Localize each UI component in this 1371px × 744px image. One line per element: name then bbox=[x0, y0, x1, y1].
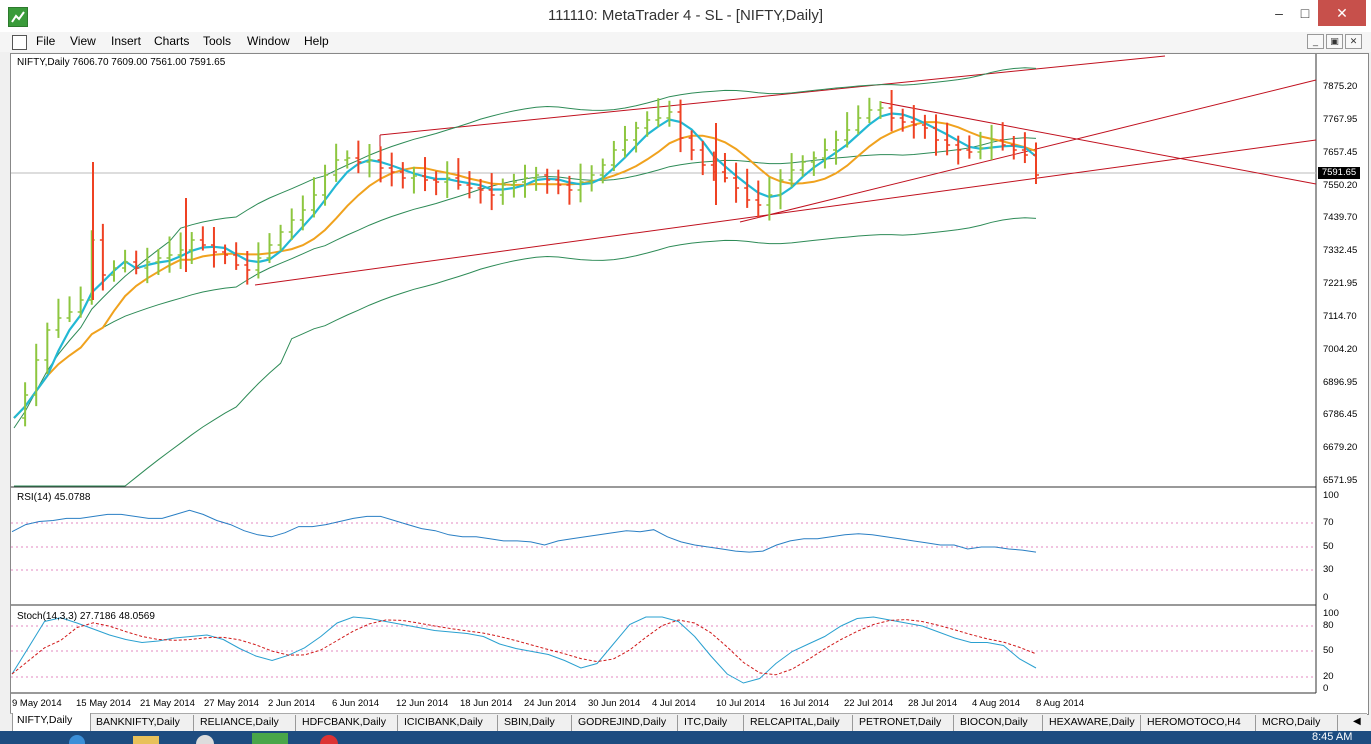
date-tick-label: 12 Jun 2014 bbox=[396, 698, 448, 709]
date-tick-label: 28 Jul 2014 bbox=[908, 698, 957, 709]
chart-tab[interactable]: BANKNIFTY,Daily bbox=[92, 715, 194, 731]
date-tick-label: 21 May 2014 bbox=[140, 698, 195, 709]
price-tick-label: 7114.70 bbox=[1323, 311, 1357, 322]
stoch-tick-label: 0 bbox=[1323, 683, 1328, 694]
chart-tab[interactable]: HEXAWARE,Daily bbox=[1045, 715, 1141, 731]
date-tick-label: 24 Jun 2014 bbox=[524, 698, 576, 709]
price-tick-label: 7332.45 bbox=[1323, 245, 1357, 256]
window-title: 111110: MetaTrader 4 - SL - [NIFTY,Daily… bbox=[0, 7, 1371, 24]
price-tick-label: 7767.95 bbox=[1323, 114, 1357, 125]
system-clock: 8:45 AM bbox=[1312, 731, 1352, 743]
minimize-button[interactable]: ‒ bbox=[1266, 0, 1292, 26]
menu-window[interactable]: Window bbox=[247, 34, 290, 48]
stoch-tick-label: 50 bbox=[1323, 645, 1334, 656]
chart-tab[interactable]: HDFCBANK,Daily bbox=[298, 715, 398, 731]
menu-help[interactable]: Help bbox=[304, 34, 329, 48]
date-tick-label: 2 Jun 2014 bbox=[268, 698, 315, 709]
chart-window-icon[interactable] bbox=[12, 35, 27, 50]
rsi-tick-label: 0 bbox=[1323, 592, 1328, 603]
price-tick-label: 7657.45 bbox=[1323, 147, 1357, 158]
date-tick-label: 18 Jun 2014 bbox=[460, 698, 512, 709]
chart-tab[interactable]: ICICIBANK,Daily bbox=[400, 715, 498, 731]
chart-tab[interactable]: HEROMOTOCO,H4 bbox=[1143, 715, 1256, 731]
mdi-minimize-button[interactable]: _ bbox=[1307, 34, 1324, 49]
media-player-icon[interactable] bbox=[190, 733, 220, 744]
date-tick-label: 4 Aug 2014 bbox=[972, 698, 1020, 709]
chart-tab[interactable]: PETRONET,Daily bbox=[855, 715, 954, 731]
chrome-icon[interactable] bbox=[314, 733, 344, 744]
stoch-tick-label: 100 bbox=[1323, 608, 1339, 619]
date-tick-label: 4 Jul 2014 bbox=[652, 698, 696, 709]
date-tick-label: 22 Jul 2014 bbox=[844, 698, 893, 709]
menu-tools[interactable]: Tools bbox=[203, 34, 231, 48]
chart-tab[interactable]: SBIN,Daily bbox=[500, 715, 572, 731]
date-tick-label: 16 Jul 2014 bbox=[780, 698, 829, 709]
rsi-tick-label: 50 bbox=[1323, 541, 1334, 552]
metatrader-taskbar-icon[interactable] bbox=[252, 733, 282, 744]
menu-view[interactable]: View bbox=[70, 34, 96, 48]
menu-insert[interactable]: Insert bbox=[111, 34, 141, 48]
mdi-restore-button[interactable]: ▣ bbox=[1326, 34, 1343, 49]
rsi-tick-label: 70 bbox=[1323, 517, 1334, 528]
chart-tab[interactable]: ITC,Daily bbox=[680, 715, 744, 731]
price-tick-label: 6896.95 bbox=[1323, 377, 1357, 388]
chart-window[interactable] bbox=[10, 53, 1369, 715]
price-tick-label: 7004.20 bbox=[1323, 344, 1357, 355]
price-tick-label: 6679.20 bbox=[1323, 442, 1357, 453]
stoch-label: Stoch(14,3,3) 27.7186 48.0569 bbox=[17, 611, 155, 622]
date-tick-label: 27 May 2014 bbox=[204, 698, 259, 709]
current-price-tag: 7591.65 bbox=[1318, 167, 1360, 179]
close-button[interactable]: ✕ bbox=[1318, 0, 1366, 26]
stoch-tick-label: 20 bbox=[1323, 671, 1334, 682]
chart-tab[interactable]: MCRO,Daily bbox=[1258, 715, 1338, 731]
date-tick-label: 8 Aug 2014 bbox=[1036, 698, 1084, 709]
rsi-label: RSI(14) 45.0788 bbox=[17, 492, 90, 503]
menu-charts[interactable]: Charts bbox=[154, 34, 189, 48]
chart-tab[interactable]: RELIANCE,Daily bbox=[196, 715, 296, 731]
tab-scroll-arrow-icon[interactable]: ◀ bbox=[1353, 716, 1361, 727]
maximize-button[interactable]: □ bbox=[1292, 0, 1318, 26]
price-tick-label: 7221.95 bbox=[1323, 278, 1357, 289]
chart-tab[interactable]: RELCAPITAL,Daily bbox=[746, 715, 853, 731]
price-tick-label: 6571.95 bbox=[1323, 475, 1357, 486]
price-tick-label: 7439.70 bbox=[1323, 212, 1357, 223]
title-bar: 111110: MetaTrader 4 - SL - [NIFTY,Daily… bbox=[0, 0, 1371, 32]
stoch-tick-label: 80 bbox=[1323, 620, 1334, 631]
price-tick-label: 7550.20 bbox=[1323, 180, 1357, 191]
windows-taskbar: 8:45 AM bbox=[0, 731, 1371, 744]
date-tick-label: 30 Jun 2014 bbox=[588, 698, 640, 709]
chart-tab[interactable]: BIOCON,Daily bbox=[956, 715, 1043, 731]
ohlc-readout: NIFTY,Daily 7606.70 7609.00 7561.00 7591… bbox=[17, 57, 225, 68]
date-tick-label: 15 May 2014 bbox=[76, 698, 131, 709]
internet-explorer-icon[interactable] bbox=[62, 733, 92, 744]
date-tick-label: 9 May 2014 bbox=[12, 698, 62, 709]
menu-file[interactable]: File bbox=[36, 34, 55, 48]
rsi-tick-label: 30 bbox=[1323, 564, 1334, 575]
price-tick-label: 7875.20 bbox=[1323, 81, 1357, 92]
chart-tab[interactable]: NIFTY,Daily bbox=[12, 713, 91, 731]
file-explorer-icon[interactable] bbox=[130, 733, 160, 744]
price-tick-label: 6786.45 bbox=[1323, 409, 1357, 420]
mdi-close-button[interactable]: ✕ bbox=[1345, 34, 1362, 49]
rsi-tick-label: 100 bbox=[1323, 490, 1339, 501]
date-tick-label: 6 Jun 2014 bbox=[332, 698, 379, 709]
date-tick-label: 10 Jul 2014 bbox=[716, 698, 765, 709]
chart-tab[interactable]: GODREJIND,Daily bbox=[574, 715, 678, 731]
